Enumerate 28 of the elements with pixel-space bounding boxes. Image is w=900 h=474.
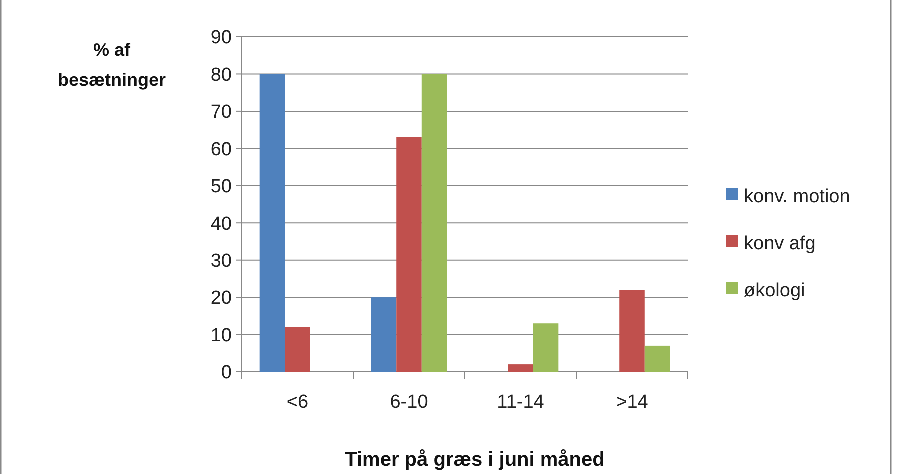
y-tick-label: 20 (210, 288, 232, 310)
y-tick-label: 60 (210, 139, 232, 160)
y-tick-label: 10 (210, 325, 232, 346)
x-axis-title: Timer på græs i juni måned (345, 449, 605, 471)
legend-label: konv. motion (744, 186, 850, 208)
x-tick-label: 6-10 (390, 392, 428, 413)
legend-label: konv afg (744, 234, 816, 255)
y-tick-label: 50 (210, 176, 232, 198)
y-tick-label: 0 (221, 362, 232, 384)
bar (533, 324, 559, 372)
y-tick-label: 70 (210, 102, 232, 124)
legend-label: økologi (744, 280, 806, 302)
bar (422, 74, 448, 372)
y-tick-label: 30 (210, 250, 232, 272)
y-tick-label: 90 (210, 28, 232, 49)
y-axis-title: % af besætninger (58, 40, 166, 90)
y-tick-label: 80 (210, 64, 232, 86)
bar (396, 138, 422, 372)
x-tick-label: 11-14 (497, 392, 545, 413)
bar (620, 290, 645, 372)
bar (371, 298, 397, 372)
x-tick-label: <6 (286, 392, 309, 413)
bar (260, 74, 286, 372)
bar (508, 364, 534, 372)
bar (644, 346, 670, 372)
x-tick-label: >14 (616, 392, 649, 413)
bar (285, 327, 310, 372)
y-tick-label: 40 (210, 214, 232, 235)
